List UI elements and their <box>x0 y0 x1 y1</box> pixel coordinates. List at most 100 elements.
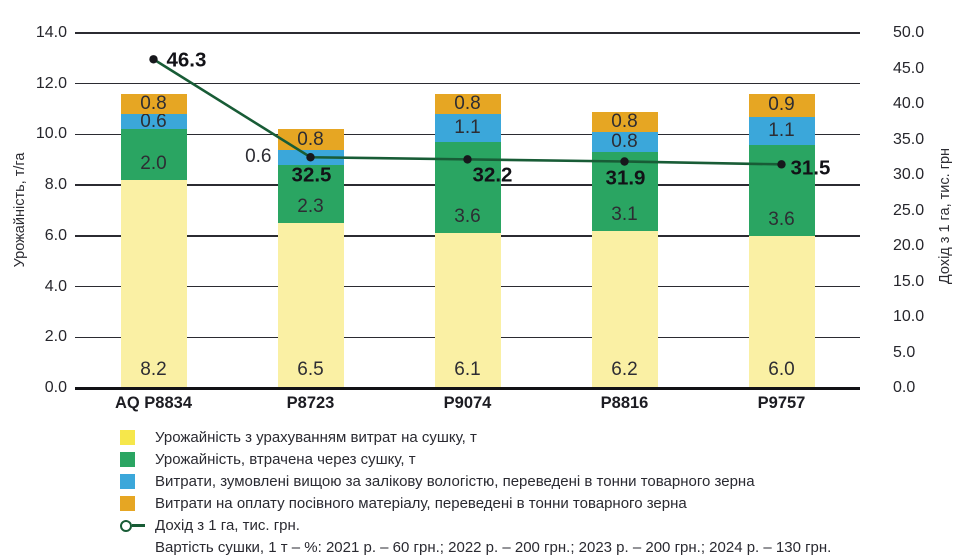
left-axis-tick-label: 10.0 <box>35 125 67 143</box>
right-axis-tick-label: 45.0 <box>893 59 925 77</box>
gridline <box>75 82 860 85</box>
legend-footnote: Вартість сушки, 1 т – %: 2021 р. – 60 гр… <box>155 539 832 556</box>
category-label: P9074 <box>443 394 492 412</box>
line-point-label: 46.3 <box>167 48 207 71</box>
bar-segment <box>277 164 344 224</box>
left-axis-tick-label: 4.0 <box>44 277 67 295</box>
bar-segment-label: 8.2 <box>140 359 167 380</box>
left-axis-title: Урожайність, т/га <box>12 152 28 268</box>
bar-segment <box>120 93 187 115</box>
legend-item: Урожайність, втрачена через сушку, т <box>120 451 831 468</box>
bar-segment <box>120 129 187 181</box>
bar-segment-label: 1.1 <box>454 117 481 139</box>
line-point-label: 32.5 <box>292 163 332 186</box>
x-axis-baseline <box>75 386 860 390</box>
bar-segment-label: 3.1 <box>611 203 638 225</box>
legend-color-swatch <box>120 496 135 511</box>
line-point-marker <box>620 157 629 166</box>
legend-color-swatch <box>120 430 135 445</box>
legend: Урожайність з урахуванням витрат на сушк… <box>120 429 831 556</box>
right-axis-tick-label: 40.0 <box>893 95 925 112</box>
bar-segment <box>591 131 658 153</box>
bar-segment <box>120 180 187 388</box>
bar-segment-label: 0.6 <box>140 110 167 132</box>
bar-segment <box>434 93 501 115</box>
right-axis-tick-label: 0.0 <box>893 379 916 396</box>
bar-segment-label: 0.8 <box>611 131 638 153</box>
bar-segment-label: 6.1 <box>454 359 481 380</box>
bar-segment-label: 3.6 <box>454 206 481 228</box>
category-label: P8816 <box>600 394 649 412</box>
line-point-label: 31.5 <box>791 156 831 179</box>
left-axis-tick-label: 0.0 <box>44 379 67 396</box>
category-label: P8723 <box>286 394 335 412</box>
legend-swatch-column <box>120 430 155 445</box>
line-point-marker <box>149 55 158 64</box>
category-label: AQ P8834 <box>114 394 193 412</box>
left-axis-tick-label: 12.0 <box>35 74 67 92</box>
right-axis-tick-label: 35.0 <box>893 130 925 148</box>
bar-segment <box>277 223 344 388</box>
line-point-label: 32.2 <box>473 163 513 186</box>
right-axis-tick-label: 50.0 <box>893 24 925 41</box>
legend-item: Витрати, зумовлені вищою за залікову вол… <box>120 473 831 490</box>
legend-color-swatch <box>120 452 135 467</box>
legend-rows: Урожайність з урахуванням витрат на сушк… <box>120 429 831 534</box>
bar-segment-label: 3.6 <box>768 208 795 230</box>
left-axis-tick-label: 8.0 <box>44 176 67 194</box>
right-axis-tick-label: 30.0 <box>893 166 925 183</box>
bar-segment-label: 0.8 <box>611 110 638 132</box>
bar-segment <box>591 111 658 132</box>
bar-segment-label: 2.0 <box>140 153 167 175</box>
category-label: P9757 <box>757 394 806 412</box>
bar-segment-label: 0.8 <box>297 128 324 150</box>
bar-segment <box>748 93 815 117</box>
bar-segment-label: 1.1 <box>768 119 795 141</box>
bar-segment <box>277 129 344 150</box>
income-line <box>152 58 782 166</box>
left-axis-tick-label: 2.0 <box>44 328 67 346</box>
right-axis-tick-label: 15.0 <box>893 272 925 290</box>
legend-line-marker-icon <box>120 519 155 532</box>
bar-segment-label: 0.8 <box>454 93 481 114</box>
legend-swatch-column <box>120 452 155 467</box>
right-axis-tick-label: 25.0 <box>893 201 925 219</box>
legend-label: Витрати, зумовлені вищою за залікову вол… <box>155 473 755 490</box>
line-point-label: 31.9 <box>606 167 646 190</box>
bar-segment-label: 6.2 <box>611 359 638 380</box>
line-point-marker <box>463 155 472 164</box>
bar-segment <box>748 116 815 145</box>
legend-label: Урожайність, втрачена через сушку, т <box>155 451 416 468</box>
legend-label: Витрати на оплату посівного матеріалу, п… <box>155 495 687 512</box>
bar-segment <box>591 230 658 388</box>
bar-segment-label-outside: 0.6 <box>245 146 272 168</box>
legend-label: Урожайність з урахуванням витрат на сушк… <box>155 429 477 446</box>
bar-segment <box>748 144 815 236</box>
right-axis-tick-label: 20.0 <box>893 237 925 254</box>
bar-segment <box>120 114 187 130</box>
legend-color-swatch <box>120 474 135 489</box>
right-axis-tick-label: 5.0 <box>893 343 916 361</box>
legend-swatch-column <box>120 496 155 511</box>
legend-item-line: Дохід з 1 га, тис. грн. <box>120 517 831 534</box>
bar-segment-label: 0.9 <box>768 94 795 116</box>
legend-item: Урожайність з урахуванням витрат на сушк… <box>120 429 831 446</box>
open-circle-icon <box>120 519 132 532</box>
right-axis-title: Дохід з 1 га, тис. грн <box>937 147 953 285</box>
legend-swatch-column <box>120 474 155 489</box>
bar-segment-label: 6.5 <box>297 359 324 380</box>
bar-segment-label: 0.8 <box>140 93 167 114</box>
left-axis-tick-label: 6.0 <box>44 226 67 244</box>
bar-segment-label: 6.0 <box>768 359 795 380</box>
gridline <box>75 32 860 34</box>
line-point-marker <box>306 153 315 162</box>
bar-segment <box>434 233 501 388</box>
legend-item: Витрати на оплату посівного матеріалу, п… <box>120 495 831 512</box>
legend-label: Дохід з 1 га, тис. грн. <box>155 517 300 534</box>
line-point-marker <box>777 160 786 169</box>
bar-segment <box>748 235 815 388</box>
bar-segment-label: 2.3 <box>297 196 324 218</box>
left-axis-tick-label: 14.0 <box>35 24 67 41</box>
